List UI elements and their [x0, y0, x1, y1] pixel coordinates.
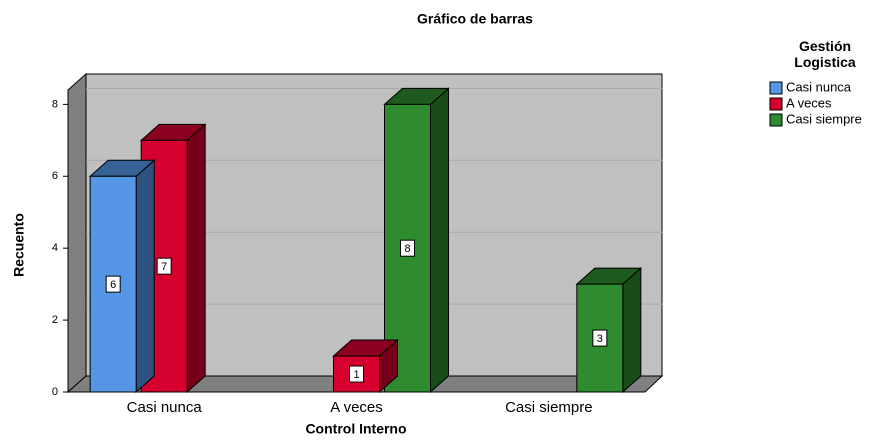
left-wall	[67, 72, 87, 394]
y-tick-label: 4	[52, 242, 58, 254]
y-axis-label: Recuento	[11, 213, 27, 277]
data-label-box	[349, 365, 364, 383]
x-tick-label: A veces	[330, 399, 383, 416]
bar-side	[186, 123, 206, 394]
legend-label: Casi nunca	[786, 79, 852, 94]
data-label-box	[592, 329, 608, 347]
bar: 3	[575, 267, 643, 394]
data-label-box	[400, 239, 415, 257]
bar: 1	[332, 338, 399, 394]
legend-swatch	[769, 113, 783, 127]
data-label-box	[105, 275, 121, 293]
bar-side	[622, 267, 642, 394]
bars: 7 6 8 1 3	[88, 87, 643, 394]
y-tick-label: 8	[52, 98, 58, 110]
legend-title: Gestión Logistica	[794, 38, 856, 70]
chart-title: Gráfico de barras	[417, 11, 533, 27]
data-label-box	[156, 257, 172, 275]
x-tick-label: Casi siempre	[505, 399, 593, 416]
data-label: 3	[597, 333, 603, 345]
x-tick-label: Casi nunca	[127, 399, 203, 416]
bar-side	[430, 87, 449, 394]
y-tick-label: 0	[52, 386, 58, 398]
bar: 8	[383, 87, 450, 394]
legend-label: A veces	[786, 95, 832, 110]
legend-label: Casi siempre	[786, 111, 862, 126]
y-tick-label: 6	[52, 170, 58, 182]
y-tick-label: 2	[52, 314, 58, 326]
data-label: 8	[404, 243, 410, 255]
legend-swatch	[769, 97, 783, 111]
data-label: 7	[161, 261, 167, 273]
x-axis-label: Control Interno	[305, 421, 406, 437]
data-label: 6	[110, 279, 116, 291]
bar: 6	[88, 159, 156, 394]
data-label: 1	[353, 369, 359, 381]
bar-side	[135, 159, 155, 394]
legend-swatch	[769, 81, 783, 95]
